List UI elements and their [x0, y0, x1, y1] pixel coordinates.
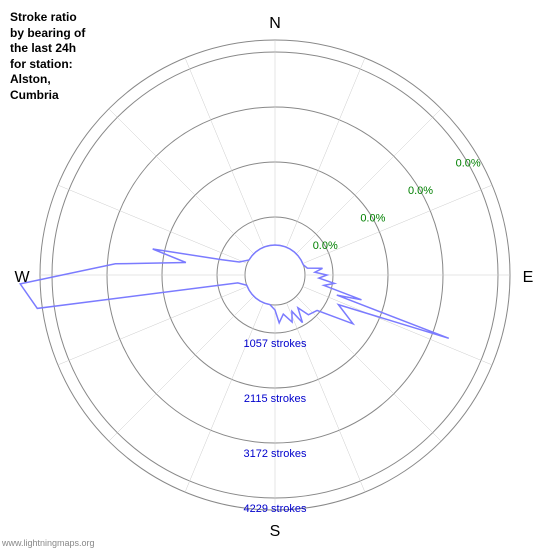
compass-e: E — [523, 269, 534, 286]
compass-s: S — [270, 523, 281, 540]
stroke-count-label: 4229 strokes — [244, 503, 307, 515]
polar-chart-container: Stroke ratio by bearing of the last 24h … — [0, 0, 550, 550]
ring-labels-upper: 0.0% 0.0% 0.0% 0.0% — [313, 158, 481, 253]
percentage-label: 0.0% — [456, 158, 481, 170]
polar-chart-svg: 0.0% 0.0% 0.0% 0.0% 1057 strokes 2115 stroke… — [0, 0, 550, 550]
compass-w: W — [14, 269, 30, 286]
stroke-count-label: 1057 strokes — [244, 338, 307, 350]
stroke-count-label: 2115 strokes — [244, 393, 307, 405]
percentage-label: 0.0% — [408, 185, 433, 197]
stroke-count-label: 3172 strokes — [244, 448, 307, 460]
compass-n: N — [269, 15, 281, 32]
percentage-label: 0.0% — [360, 213, 385, 225]
footer-attribution: www.lightningmaps.org — [2, 538, 95, 548]
percentage-label: 0.0% — [313, 240, 338, 252]
